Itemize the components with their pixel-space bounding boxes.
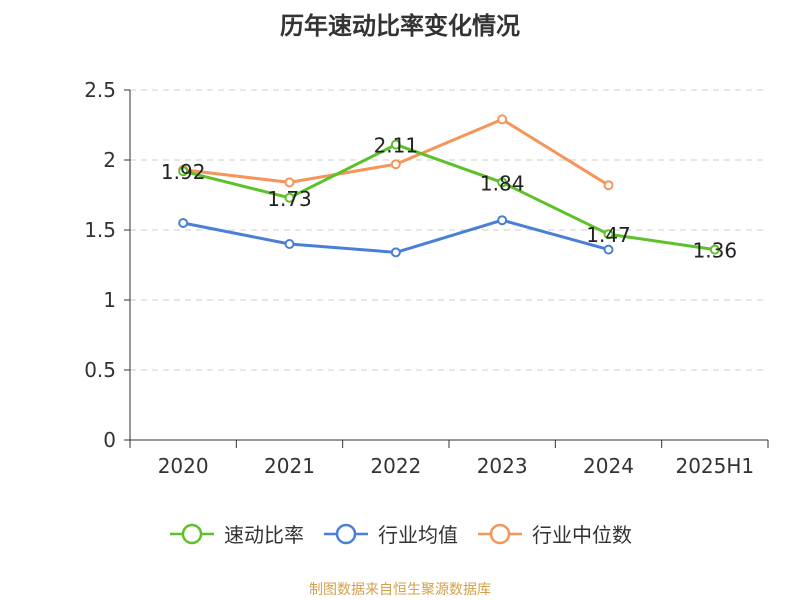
data-point[interactable] [390, 247, 401, 258]
legend: 速动比率 行业均值 行业中位数 [0, 519, 800, 548]
data-label: 1.36 [693, 239, 738, 263]
chart-title: 历年速动比率变化情况 [280, 12, 520, 40]
y-tick-label: 2 [103, 148, 116, 172]
data-label: 2.11 [374, 134, 419, 158]
source-note: 制图数据来自恒生聚源数据库 [309, 582, 491, 598]
data-point[interactable] [603, 180, 614, 191]
x-tick-label: 2023 [477, 454, 528, 478]
axes: 0 0.5 1 1.5 2 2.5 2020 2021 2022 2023 2024 2025H1 [84, 78, 769, 478]
data-label: 1.92 [161, 160, 206, 184]
data-point[interactable] [178, 218, 189, 228]
y-tick-label: 2.5 [84, 78, 116, 102]
legend-label: 速动比率 [224, 523, 304, 547]
y-tick-label: 0 [103, 428, 116, 452]
data-label: 1.73 [267, 187, 312, 211]
data-point[interactable] [603, 244, 614, 255]
data-labels: 1.92 1.73 2.11 1.84 1.47 1.36 [161, 134, 737, 263]
data-point[interactable] [709, 244, 720, 255]
data-point[interactable] [284, 177, 295, 188]
data-point[interactable] [178, 166, 189, 177]
y-tick-label: 0.5 [84, 358, 116, 382]
x-tick-label: 2022 [370, 454, 421, 478]
x-tick-label: 2025H1 [675, 454, 754, 478]
legend-swatch-icon [478, 523, 522, 544]
x-tick-label: 2021 [264, 454, 315, 478]
legend-swatch-icon [170, 523, 214, 544]
legend-item[interactable]: 行业中位数 [476, 519, 632, 548]
y-tick-label: 1 [103, 288, 116, 312]
data-point[interactable] [390, 159, 401, 170]
data-point[interactable] [390, 139, 401, 150]
data-point[interactable] [497, 215, 508, 226]
data-point[interactable] [497, 177, 508, 188]
data-point[interactable] [284, 239, 295, 249]
series-lines [178, 114, 720, 258]
x-tick-label: 2020 [158, 454, 209, 478]
legend-item[interactable]: 速动比率 [168, 519, 304, 548]
grid-lines [130, 89, 768, 371]
legend-item[interactable]: 行业均值 [322, 519, 458, 548]
legend-label: 行业均值 [378, 523, 458, 547]
legend-label: 行业中位数 [532, 523, 632, 547]
data-point[interactable] [603, 229, 614, 240]
data-label: 1.84 [480, 171, 525, 195]
data-point[interactable] [497, 114, 508, 125]
x-tick-label: 2024 [583, 454, 634, 478]
y-tick-label: 1.5 [84, 218, 116, 242]
series-line-0 [182, 143, 716, 252]
data-label: 1.47 [586, 223, 631, 247]
legend-swatch-icon [324, 523, 368, 544]
data-point[interactable] [284, 192, 295, 203]
